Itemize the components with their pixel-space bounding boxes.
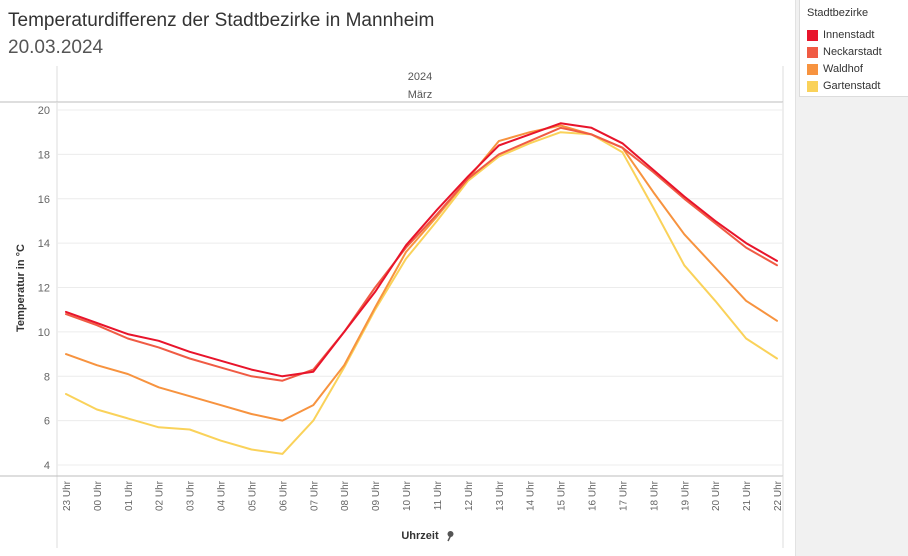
x-tick-label: 12 Uhr: [464, 480, 475, 511]
x-tick-label: 03 Uhr: [186, 480, 197, 511]
legend-item-waldhof[interactable]: Waldhof: [807, 62, 863, 76]
series-lines: [65, 122, 778, 455]
legend-panel: Stadtbezirke Innenstadt Neckarstadt Wald…: [795, 0, 908, 556]
pin-icon[interactable]: [447, 531, 454, 542]
header-year: 2024: [408, 71, 432, 83]
legend-label: Gartenstadt: [823, 80, 881, 92]
x-tick-label: 22 Uhr: [773, 480, 784, 511]
legend-item-gartenstadt[interactable]: Gartenstadt: [807, 79, 880, 93]
chart-frame: [0, 66, 784, 548]
x-tick-label: 17 Uhr: [618, 480, 629, 511]
legend-swatch: [807, 80, 818, 92]
series-line-innenstadt[interactable]: [65, 122, 778, 378]
y-tick-label: 14: [38, 238, 50, 250]
y-tick-label: 6: [44, 416, 50, 428]
y-axis-ticks: 4 6 8 10 12 14 16 18 20: [38, 105, 50, 472]
x-tick-label: 20 Uhr: [711, 480, 722, 511]
legend: Stadtbezirke Innenstadt Neckarstadt Wald…: [799, 0, 908, 97]
x-tick-label: 23 Uhr: [62, 480, 73, 511]
x-tick-label: 09 Uhr: [371, 480, 382, 511]
legend-item-innenstadt[interactable]: Innenstadt: [807, 28, 874, 42]
y-tick-label: 4: [44, 460, 50, 472]
legend-swatch: [807, 29, 818, 41]
chart-title: Temperaturdifferenz der Stadtbezirke in …: [8, 10, 435, 31]
y-tick-label: 8: [44, 371, 50, 383]
x-tick-label: 18 Uhr: [649, 480, 660, 511]
chart-subtitle: 20.03.2024: [8, 37, 104, 58]
x-tick-label: 04 Uhr: [217, 480, 228, 511]
legend-item-neckarstadt[interactable]: Neckarstadt: [807, 45, 882, 59]
y-tick-label: 20: [38, 105, 50, 117]
series-line-neckarstadt[interactable]: [65, 126, 778, 382]
y-axis-label: Temperatur in °C: [15, 244, 27, 332]
gridlines: [57, 109, 783, 466]
x-tick-label: 05 Uhr: [247, 480, 258, 511]
x-tick-label: 01 Uhr: [124, 480, 135, 511]
x-tick-label: 13 Uhr: [495, 480, 506, 511]
x-tick-label: 16 Uhr: [588, 480, 599, 511]
x-tick-label: 11 Uhr: [433, 480, 444, 510]
legend-label: Waldhof: [823, 63, 863, 75]
series-line-waldhof[interactable]: [65, 124, 778, 422]
x-tick-label: 06 Uhr: [278, 480, 289, 511]
legend-label: Neckarstadt: [823, 46, 882, 58]
y-tick-label: 18: [38, 149, 50, 161]
legend-label: Innenstadt: [823, 29, 875, 41]
x-tick-label: 19 Uhr: [680, 480, 691, 511]
legend-title: Stadtbezirke: [807, 7, 869, 19]
x-tick-label: 00 Uhr: [93, 480, 104, 511]
x-axis-ticks: 23 Uhr 00 Uhr 01 Uhr 02 Uhr 03 Uhr 04 Uhr 05 U…: [62, 480, 784, 511]
x-tick-label: 14 Uhr: [526, 480, 537, 511]
x-axis-label: Uhrzeit: [401, 530, 439, 542]
x-tick-label: 21 Uhr: [742, 480, 753, 511]
x-tick-label: 10 Uhr: [402, 480, 413, 511]
y-tick-label: 12: [38, 283, 50, 295]
x-tick-label: 02 Uhr: [155, 480, 166, 511]
series-line-gartenstadt[interactable]: [65, 131, 778, 455]
line-chart: 2024 März 4 6 8 10 12 14 16 18 20 23 Uhr 00 Uhr 01…: [0, 66, 784, 548]
legend-swatch: [807, 46, 818, 58]
x-tick-label: 15 Uhr: [557, 480, 568, 511]
x-tick-label: 08 Uhr: [340, 480, 351, 511]
y-tick-label: 10: [38, 327, 50, 339]
y-tick-label: 16: [38, 194, 50, 206]
x-tick-label: 07 Uhr: [309, 480, 320, 511]
header-month: März: [408, 89, 432, 101]
legend-swatch: [807, 63, 818, 75]
